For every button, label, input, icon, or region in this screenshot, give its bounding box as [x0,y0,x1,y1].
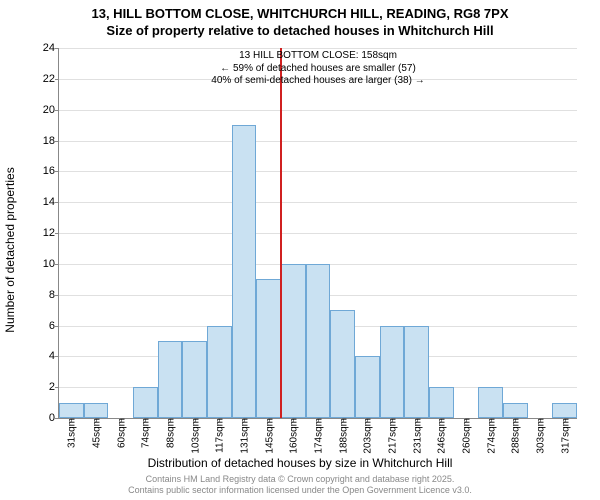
ytick-label: 24 [27,42,59,54]
xtick-label: 303sqm [534,418,547,454]
histogram-bar [207,326,232,419]
ytick-label: 16 [27,165,59,177]
histogram-bar [84,403,109,418]
x-axis-label: Distribution of detached houses by size … [148,456,453,470]
gridline [59,141,577,142]
ytick-label: 12 [27,227,59,239]
histogram-bar [306,264,331,418]
footer: Contains HM Land Registry data © Crown c… [0,474,600,497]
ytick-label: 18 [27,135,59,147]
histogram-bar [281,264,306,418]
xtick-label: 317sqm [558,418,571,454]
xtick-label: 74sqm [139,418,152,448]
xtick-label: 131sqm [238,418,251,454]
title-block: 13, HILL BOTTOM CLOSE, WHITCHURCH HILL, … [0,0,600,40]
histogram-bar [133,387,158,418]
xtick-label: 203sqm [361,418,374,454]
xtick-label: 174sqm [312,418,325,454]
xtick-label: 88sqm [164,418,177,448]
xtick-label: 246sqm [435,418,448,454]
histogram-bar [380,326,405,419]
marker-label-line: 40% of semi-detached houses are larger (… [211,75,424,88]
ytick-label: 10 [27,258,59,270]
histogram-bar [59,403,84,418]
xtick-label: 45sqm [90,418,103,448]
y-axis-label: Number of detached properties [3,167,17,332]
gridline [59,48,577,49]
marker-line [280,48,282,418]
ytick-label: 22 [27,73,59,85]
footer-line-2: Contains public sector information licen… [0,485,600,496]
xtick-label: 160sqm [287,418,300,454]
histogram-bar [182,341,207,418]
xtick-label: 217sqm [386,418,399,454]
histogram-bar [232,125,257,418]
ytick-label: 14 [27,196,59,208]
histogram-bar [429,387,454,418]
xtick-label: 260sqm [460,418,473,454]
xtick-label: 274sqm [484,418,497,454]
histogram-bar [552,403,577,418]
marker-label: 13 HILL BOTTOM CLOSE: 158sqm← 59% of det… [211,50,424,88]
histogram-bar [478,387,503,418]
ytick-label: 8 [27,289,59,301]
marker-label-line: 13 HILL BOTTOM CLOSE: 158sqm [211,50,424,63]
histogram-bar [256,279,281,418]
footer-line-1: Contains HM Land Registry data © Crown c… [0,474,600,485]
histogram-bar [404,326,429,419]
ytick-label: 0 [27,412,59,424]
gridline [59,110,577,111]
plot-area: 02468101214161820222431sqm45sqm60sqm74sq… [58,48,577,419]
ytick-label: 2 [27,381,59,393]
xtick-label: 117sqm [213,418,226,453]
chart-container: 13, HILL BOTTOM CLOSE, WHITCHURCH HILL, … [0,0,600,500]
ytick-label: 4 [27,350,59,362]
xtick-label: 231sqm [410,418,423,454]
histogram-bar [503,403,528,418]
xtick-label: 103sqm [188,418,201,454]
xtick-label: 145sqm [262,418,275,454]
xtick-label: 60sqm [114,418,127,448]
gridline [59,171,577,172]
histogram-bar [158,341,183,418]
title-line-2: Size of property relative to detached ho… [0,23,600,40]
histogram-bar [330,310,355,418]
histogram-bar [355,356,380,418]
ytick-label: 20 [27,104,59,116]
marker-label-line: ← 59% of detached houses are smaller (57… [211,63,424,76]
gridline [59,202,577,203]
xtick-label: 188sqm [336,418,349,454]
gridline [59,233,577,234]
ytick-label: 6 [27,320,59,332]
xtick-label: 288sqm [509,418,522,454]
title-line-1: 13, HILL BOTTOM CLOSE, WHITCHURCH HILL, … [0,6,600,23]
xtick-label: 31sqm [65,418,78,448]
